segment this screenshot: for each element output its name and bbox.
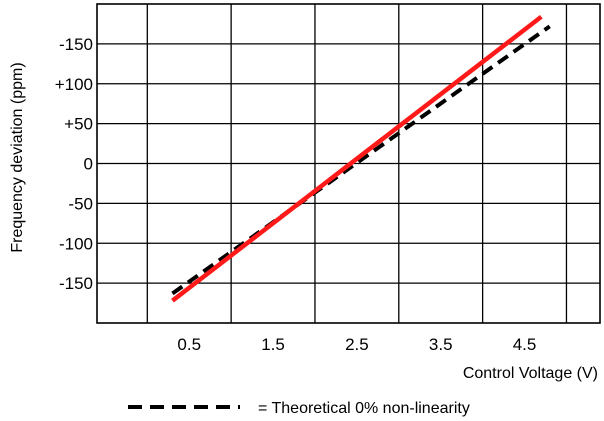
x-tick-label: 3.5 xyxy=(429,335,453,354)
y-tick-label: -100 xyxy=(59,234,93,253)
theoretical-dashed-line xyxy=(171,24,551,296)
x-axis-label: Control Voltage (V) xyxy=(463,365,598,382)
y-tick-label: +100 xyxy=(55,75,93,94)
y-tick-label: -50 xyxy=(68,194,93,213)
x-tick-label: 2.5 xyxy=(345,335,369,354)
plot-frame xyxy=(96,3,601,324)
y-tick-label: -150 xyxy=(59,35,93,54)
y-tick-labels: -150 +100 +50 0 -50 -100 -150 xyxy=(55,35,93,293)
x-tick-labels: 0.5 1.5 2.5 3.5 4.5 xyxy=(177,335,536,354)
series-lines xyxy=(171,14,551,303)
x-tick-label: 4.5 xyxy=(513,335,537,354)
legend-label: = Theoretical 0% non-linearity xyxy=(258,400,470,417)
y-tick-label: -150 xyxy=(59,274,93,293)
y-axis-label: Frequency deviation (ppm) xyxy=(9,62,26,252)
x-tick-label: 0.5 xyxy=(177,335,201,354)
measured-red-line xyxy=(171,14,543,303)
y-tick-label: +50 xyxy=(64,115,93,134)
x-tick-label: 1.5 xyxy=(261,335,285,354)
y-tick-label: 0 xyxy=(84,155,93,174)
legend: = Theoretical 0% non-linearity xyxy=(128,400,470,417)
